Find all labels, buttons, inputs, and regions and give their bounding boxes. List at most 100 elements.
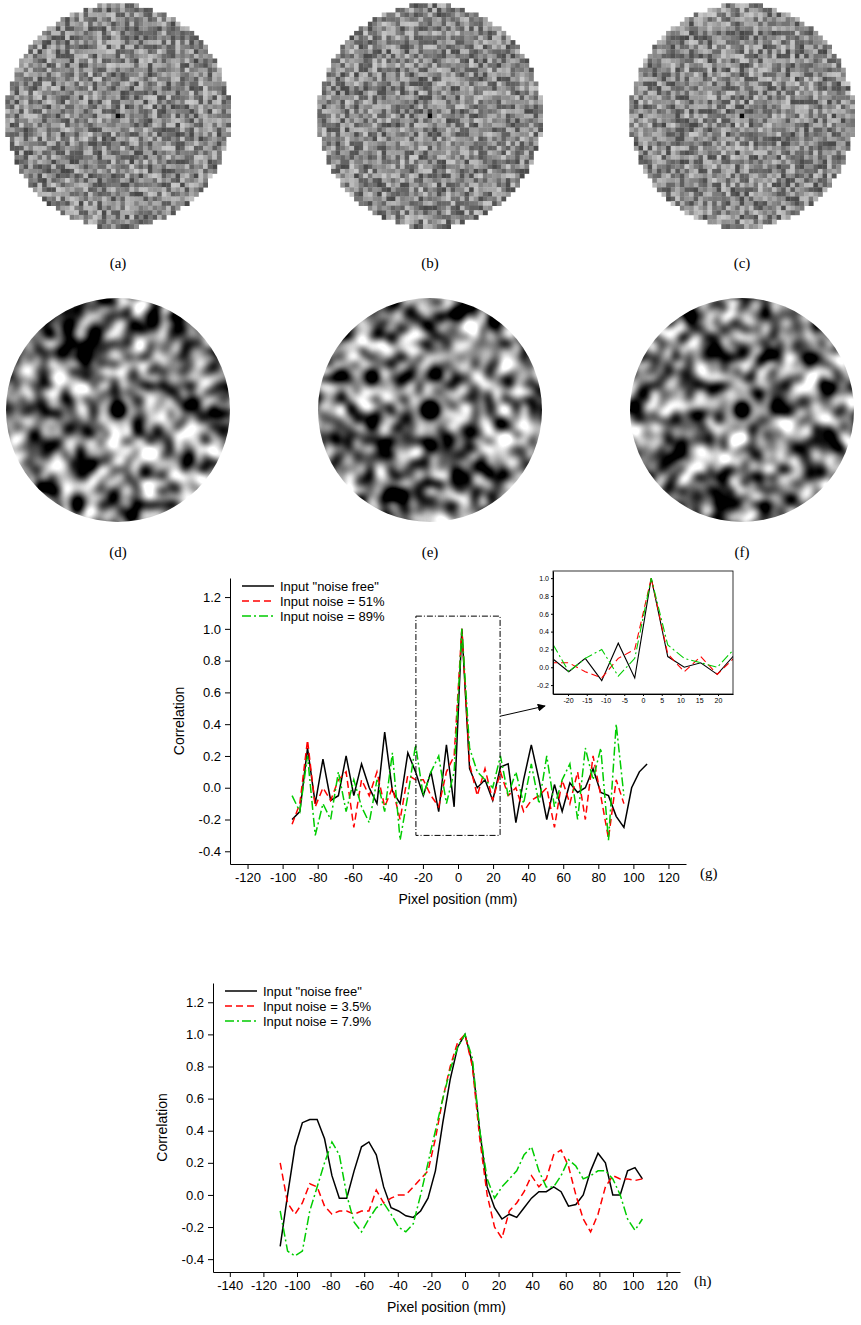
pixel xyxy=(74,174,79,179)
pixel xyxy=(162,118,167,123)
pixel xyxy=(111,72,116,77)
pixel xyxy=(24,155,29,160)
pixel xyxy=(148,40,153,45)
pixel xyxy=(42,63,47,68)
pixel xyxy=(111,26,116,31)
pixel xyxy=(79,114,84,119)
pixel xyxy=(24,174,29,179)
pixel xyxy=(208,77,213,82)
pixel xyxy=(148,100,153,105)
pixel xyxy=(38,160,43,165)
pixel xyxy=(116,197,121,202)
pixel xyxy=(93,40,98,45)
pixel xyxy=(51,141,56,146)
pixel xyxy=(189,82,194,87)
pixel xyxy=(15,155,20,160)
pixel xyxy=(56,82,61,87)
pixel xyxy=(107,31,112,36)
pixel xyxy=(38,151,43,156)
pixel xyxy=(148,17,153,22)
pixel xyxy=(153,123,158,128)
pixel xyxy=(28,109,33,114)
pixel xyxy=(130,164,135,169)
pixel xyxy=(139,114,144,119)
pixel xyxy=(148,220,153,225)
pixel xyxy=(116,155,121,160)
pixel xyxy=(107,164,112,169)
pixel xyxy=(171,36,176,41)
pixel xyxy=(148,105,153,110)
pixel xyxy=(111,49,116,54)
pixel xyxy=(120,164,125,169)
pixel xyxy=(65,206,70,211)
pixel xyxy=(19,137,24,142)
pixel xyxy=(79,174,84,179)
pixel xyxy=(143,72,148,77)
pixel xyxy=(203,54,208,59)
pixel xyxy=(107,17,112,22)
pixel xyxy=(93,169,98,174)
pixel xyxy=(171,141,176,146)
pixel xyxy=(139,178,144,183)
pixel xyxy=(157,114,162,119)
pixel xyxy=(139,95,144,100)
pixel xyxy=(130,91,135,96)
pixel xyxy=(143,40,148,45)
pixel xyxy=(120,220,125,225)
pixel xyxy=(212,155,217,160)
pixel xyxy=(5,100,10,105)
pixel xyxy=(56,132,61,137)
pixel xyxy=(208,95,213,100)
pixel xyxy=(139,86,144,91)
pixel xyxy=(74,86,79,91)
pixel xyxy=(19,63,24,68)
pixel xyxy=(208,91,213,96)
pixel xyxy=(148,114,153,119)
pixel xyxy=(194,77,199,82)
pixel xyxy=(125,36,130,41)
pixel xyxy=(107,220,112,225)
pixel xyxy=(171,155,176,160)
pixel xyxy=(102,118,107,123)
pixel xyxy=(28,86,33,91)
pixel xyxy=(203,86,208,91)
pixel xyxy=(51,77,56,82)
pixel xyxy=(97,68,102,73)
pixel xyxy=(56,128,61,133)
pixel xyxy=(203,169,208,174)
pixel xyxy=(322,91,327,96)
pixel xyxy=(33,137,38,142)
pixel xyxy=(97,95,102,100)
pixel xyxy=(217,155,222,160)
pixel xyxy=(97,224,102,229)
pixel xyxy=(143,54,148,59)
pixel xyxy=(15,77,20,82)
pixel xyxy=(79,151,84,156)
pixel xyxy=(143,22,148,27)
pixel xyxy=(331,68,336,73)
pixel xyxy=(84,118,89,123)
pixel xyxy=(61,100,66,105)
pixel xyxy=(199,137,204,142)
pixel xyxy=(203,160,208,165)
pixel xyxy=(331,151,336,156)
pixel xyxy=(97,13,102,18)
pixel xyxy=(134,63,139,68)
pixel xyxy=(56,63,61,68)
pixel xyxy=(38,86,43,91)
pixel xyxy=(125,137,130,142)
pixel xyxy=(74,109,79,114)
pixel xyxy=(130,17,135,22)
pixel xyxy=(327,95,332,100)
pixel xyxy=(97,91,102,96)
pixel xyxy=(111,192,116,197)
pixel xyxy=(28,114,33,119)
pixel xyxy=(208,141,213,146)
pixel xyxy=(88,100,93,105)
pixel xyxy=(194,141,199,146)
pixel xyxy=(162,174,167,179)
pixel xyxy=(212,123,217,128)
pixel xyxy=(134,22,139,27)
pixel xyxy=(65,141,70,146)
pixel xyxy=(47,91,52,96)
